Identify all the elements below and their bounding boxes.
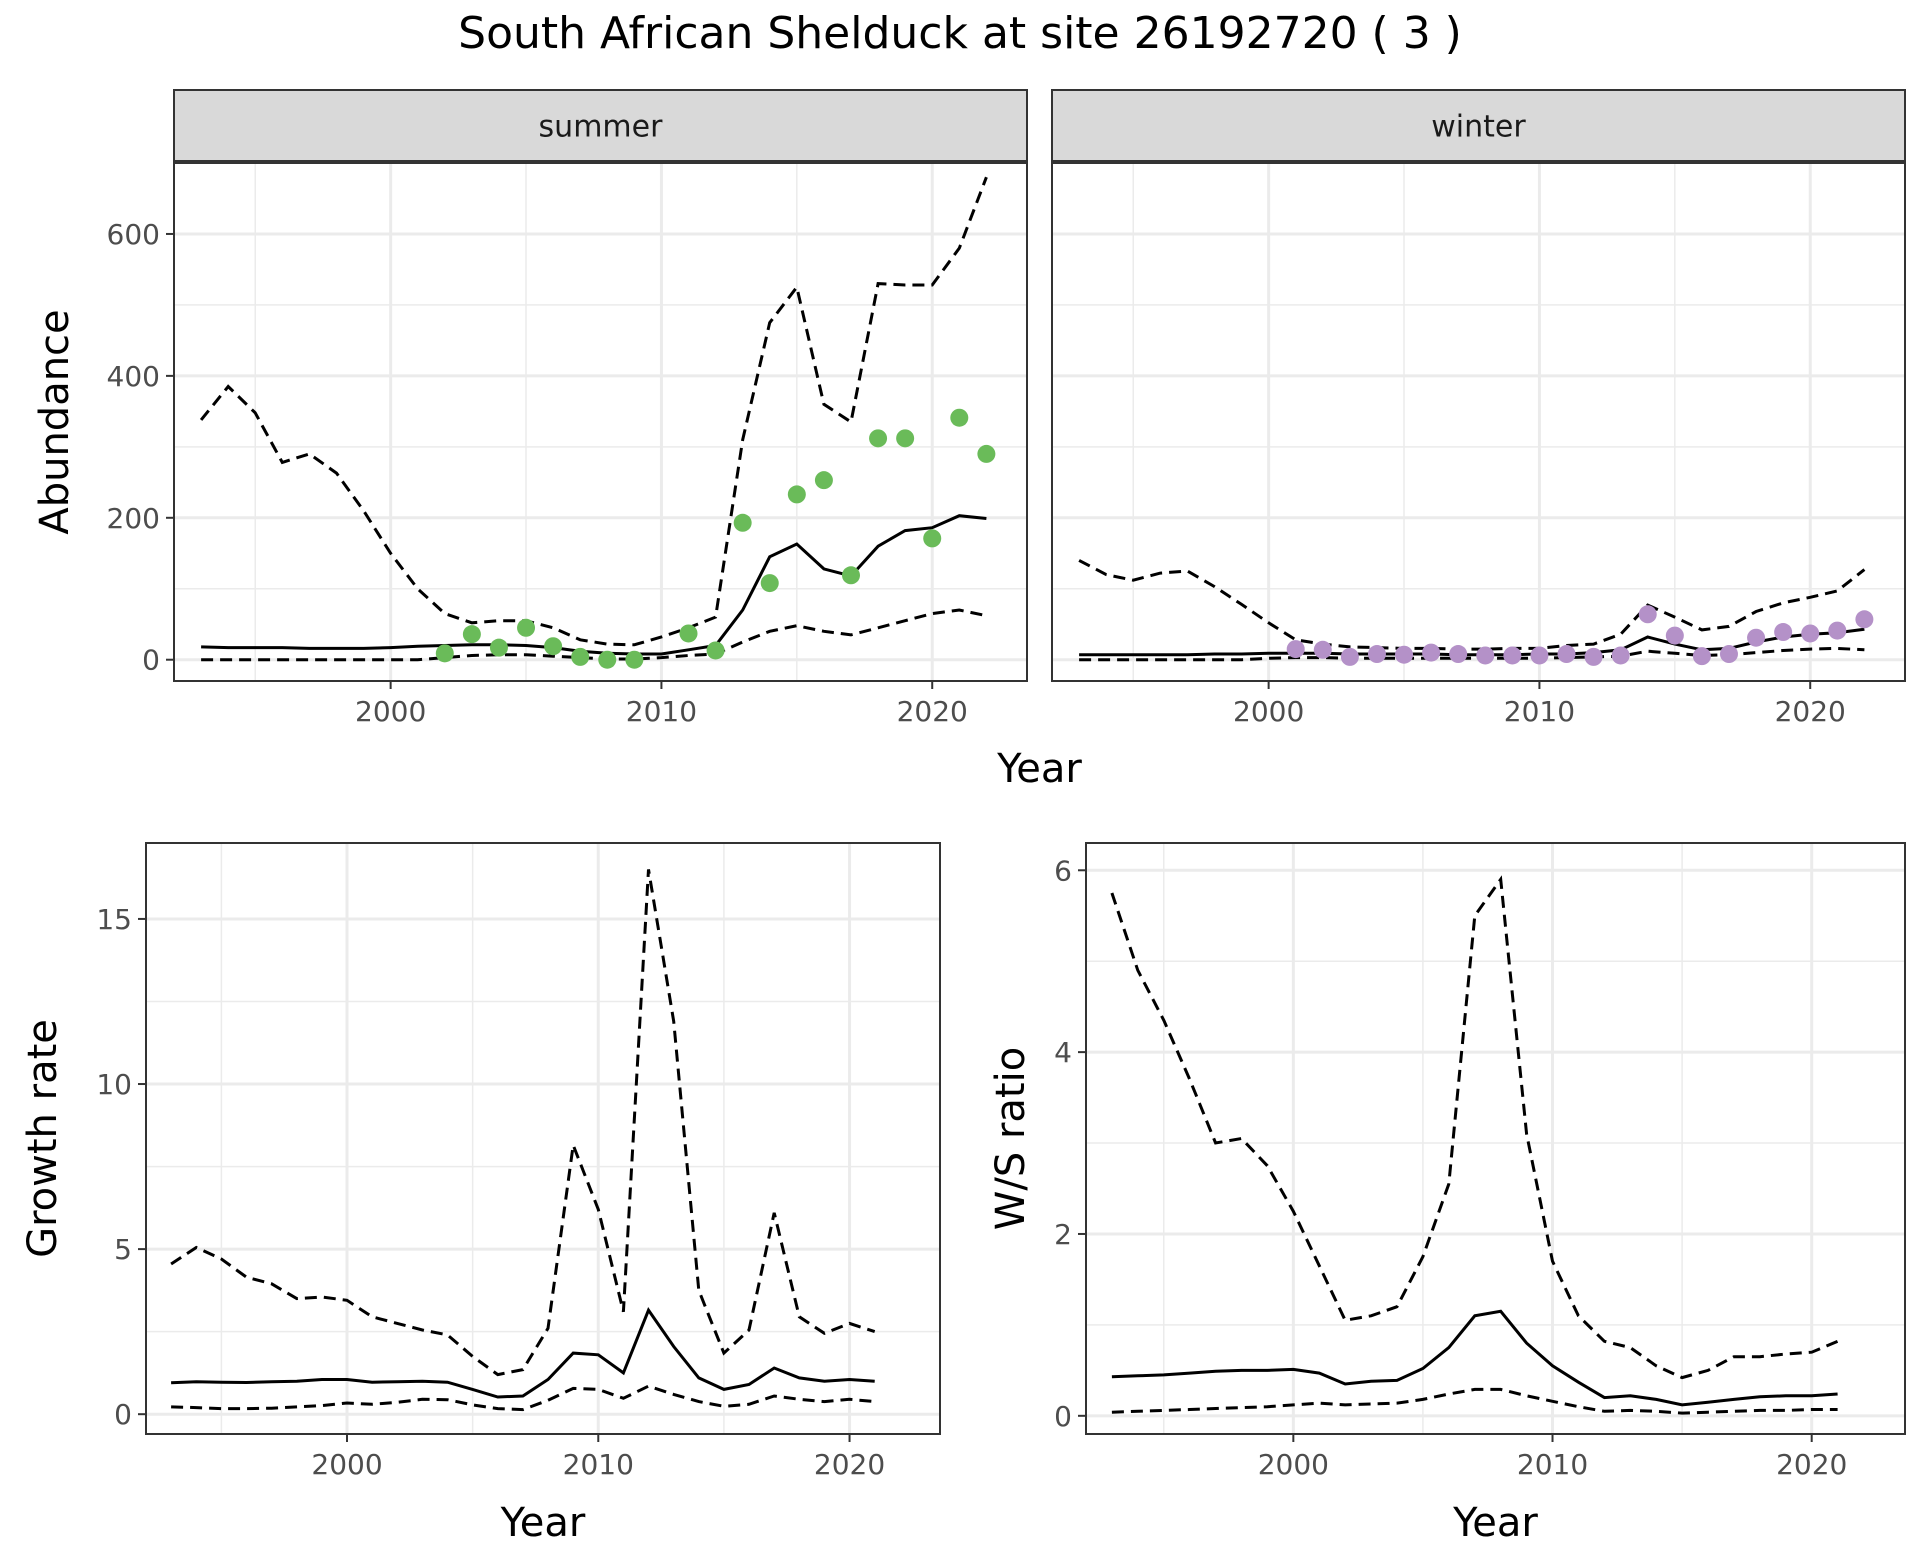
data-point	[1530, 646, 1549, 665]
data-point	[1449, 645, 1468, 664]
y-tick-label: 5	[114, 1233, 132, 1266]
x-tick-label: 2020	[1776, 1448, 1847, 1481]
data-point	[435, 644, 454, 663]
data-point	[1503, 646, 1522, 665]
data-point	[1340, 647, 1359, 666]
x-axis-label: Year	[500, 1500, 586, 1546]
mean-line	[201, 514, 987, 656]
y-axis-label: Growth rate	[20, 1019, 66, 1258]
data-point	[1611, 646, 1630, 665]
mean-line	[1111, 1309, 1838, 1407]
panel-growth: 2000 2010 2020 0 5 10 15 Year Growth rate	[20, 842, 941, 1546]
x-axis-label: Year	[996, 746, 1082, 792]
data-point	[1665, 626, 1684, 645]
lower-bound-line	[1111, 1387, 1838, 1415]
y-axis-label: Abundance	[32, 309, 78, 534]
mean-line	[171, 1307, 875, 1399]
chart-title: South African Shelduck at site 26192720 …	[458, 8, 1462, 59]
x-tick-label: 2010	[626, 695, 697, 728]
data-point	[571, 647, 590, 666]
data-point	[1801, 624, 1820, 643]
x-tick-label: 2000	[1233, 695, 1304, 728]
x-tick-label: 2020	[1775, 695, 1846, 728]
data-point	[760, 574, 779, 593]
x-tick-label: 2000	[355, 695, 426, 728]
mean-line	[1079, 627, 1865, 657]
y-tick-label: 10	[96, 1068, 132, 1101]
data-point	[1747, 628, 1766, 647]
panel-border	[173, 162, 1028, 682]
upper-bound-line	[170, 869, 876, 1377]
panel-border	[1085, 842, 1906, 1435]
data-point	[1719, 645, 1738, 664]
data-point	[517, 618, 536, 637]
y-tick-label: 0	[1054, 1400, 1072, 1433]
data-point	[1828, 621, 1847, 640]
x-tick-label: 2000	[1258, 1448, 1329, 1481]
y-tick-label: 0	[142, 644, 160, 677]
panel-summer: summer 2000 2010 2020 0 200 400 600 Year Abundanc…	[32, 89, 1082, 792]
data-point	[841, 566, 860, 585]
data-point	[1557, 645, 1576, 664]
upper-bound-line	[1110, 875, 1839, 1380]
panel-ratio: 2000 2010 2020 0 2 4 6 Year W/S ratio	[988, 842, 1906, 1546]
data-point	[598, 650, 617, 669]
data-point	[1692, 647, 1711, 666]
data-point	[1367, 645, 1386, 664]
y-tick-label: 15	[96, 903, 132, 936]
panel-border	[1051, 162, 1906, 682]
x-tick-label: 2020	[897, 695, 968, 728]
strip-label: summer	[539, 110, 664, 145]
data-point	[950, 408, 969, 427]
x-tick-label: 2010	[1517, 1448, 1588, 1481]
data-point	[869, 429, 888, 448]
data-point	[787, 485, 806, 504]
data-point	[1638, 605, 1657, 624]
x-tick-label: 2010	[1504, 695, 1575, 728]
data-point	[1313, 640, 1332, 659]
y-tick-label: 200	[107, 502, 160, 535]
upper-bound-line	[1078, 559, 1866, 651]
y-tick-label: 600	[107, 218, 160, 251]
x-tick-label: 2000	[311, 1448, 382, 1481]
strip-background	[173, 89, 1028, 162]
data-point	[489, 638, 508, 657]
data-point	[679, 624, 698, 643]
y-tick-label: 6	[1054, 854, 1072, 887]
x-tick-label: 2010	[563, 1448, 634, 1481]
data-point	[923, 529, 942, 548]
data-point	[1476, 646, 1495, 665]
data-point	[462, 625, 481, 644]
data-point	[1584, 647, 1603, 666]
y-tick-label: 4	[1054, 1036, 1072, 1069]
strip-label: winter	[1431, 110, 1526, 145]
data-point	[1422, 643, 1441, 662]
data-point	[1286, 640, 1305, 659]
data-point	[625, 650, 644, 669]
data-point	[1774, 623, 1793, 642]
x-axis-label: Year	[1452, 1500, 1538, 1546]
data-point	[977, 444, 996, 463]
panel-winter: winter 2000 2010 2020	[1051, 89, 1906, 728]
y-tick-label: 0	[114, 1398, 132, 1431]
lower-bound-line	[171, 1384, 875, 1412]
data-point	[544, 637, 563, 656]
strip-background	[1051, 89, 1906, 162]
panel-border	[145, 842, 941, 1435]
upper-bound-line	[199, 176, 988, 647]
data-point	[814, 471, 833, 490]
y-axis-label: W/S ratio	[988, 1047, 1034, 1230]
data-point	[1855, 610, 1874, 629]
data-point	[896, 429, 915, 448]
y-tick-label: 400	[107, 360, 160, 393]
data-point	[733, 513, 752, 532]
y-tick-label: 2	[1054, 1218, 1072, 1251]
data-point	[1395, 645, 1414, 664]
x-tick-label: 2020	[814, 1448, 885, 1481]
data-point	[706, 641, 725, 660]
